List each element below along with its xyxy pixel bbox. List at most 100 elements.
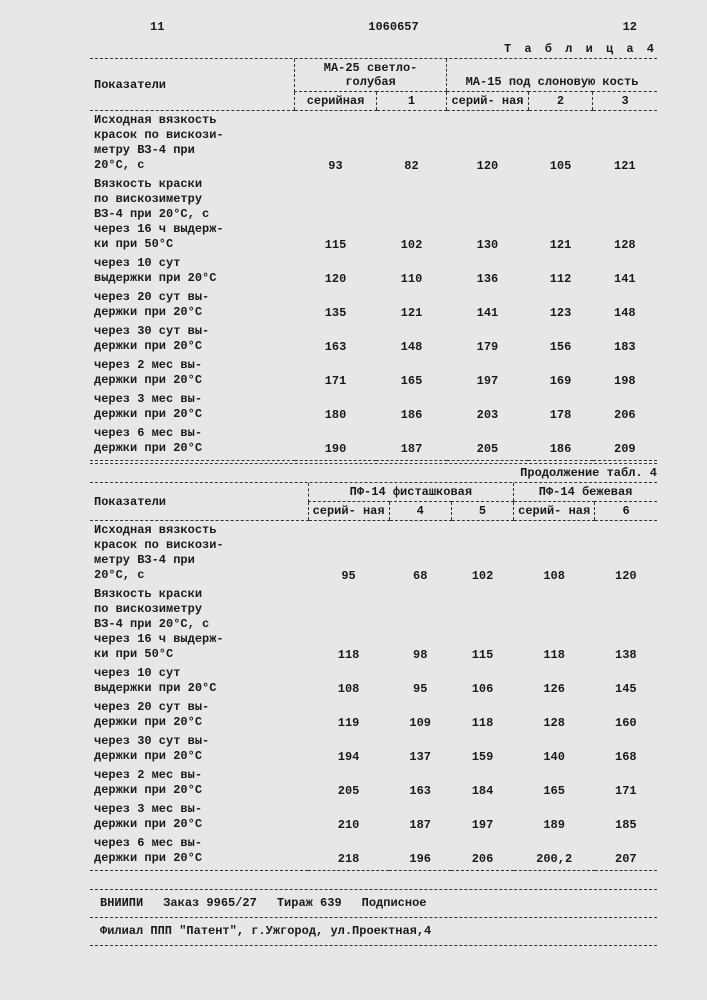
cell-value: 141 <box>447 288 529 322</box>
sub-2: 1 <box>376 92 446 111</box>
footer-tirazh: Тираж 639 <box>277 894 342 913</box>
col-group-2: МА-15 под слоновую кость <box>447 59 657 92</box>
table4b-title: Продолжение табл. 4 <box>90 463 657 483</box>
cell-value: 148 <box>376 322 446 356</box>
cell-value: 95 <box>389 664 451 698</box>
row-label: через 20 сут вы- держки при 20°С <box>90 698 308 732</box>
cell-value: 163 <box>389 766 451 800</box>
subb-3: 5 <box>451 502 513 521</box>
cell-value: 102 <box>376 175 446 254</box>
cell-value: 160 <box>595 698 657 732</box>
cell-value: 118 <box>514 585 595 664</box>
page-header: 11 1060657 12 <box>90 20 657 34</box>
cell-value: 115 <box>295 175 377 254</box>
cell-value: 145 <box>595 664 657 698</box>
cell-value: 186 <box>376 390 446 424</box>
cell-value: 82 <box>376 111 446 176</box>
cell-value: 108 <box>308 664 389 698</box>
cell-value: 183 <box>593 322 657 356</box>
row-label: Вязкость краски по вискозиметру ВЗ-4 при… <box>90 585 308 664</box>
cell-value: 140 <box>514 732 595 766</box>
table-row: через 2 мес вы- держки при 20°С205163184… <box>90 766 657 800</box>
table4-continued: Показатели ПФ-14 фисташковая ПФ-14 бежев… <box>90 483 657 871</box>
cell-value: 105 <box>528 111 592 176</box>
table-row: Исходная вязкость красок по вискози- мет… <box>90 111 657 176</box>
row-label: через 2 мес вы- держки при 20°С <box>90 766 308 800</box>
row-label: через 30 сут вы- держки при 20°С <box>90 732 308 766</box>
cell-value: 137 <box>389 732 451 766</box>
row-label: через 20 сут вы- держки при 20°С <box>90 288 295 322</box>
row-label: Исходная вязкость красок по вискози- мет… <box>90 521 308 586</box>
cell-value: 187 <box>376 424 446 461</box>
cell-value: 198 <box>593 356 657 390</box>
table-row: через 10 сут выдержки при 20°С1201101361… <box>90 254 657 288</box>
cell-value: 200,2 <box>514 834 595 871</box>
cell-value: 203 <box>447 390 529 424</box>
cell-value: 190 <box>295 424 377 461</box>
cell-value: 106 <box>451 664 513 698</box>
cell-value: 206 <box>593 390 657 424</box>
footer-org: ВНИИПИ <box>100 894 143 913</box>
cell-value: 141 <box>593 254 657 288</box>
table4-title: Т а б л и ц а 4 <box>90 42 657 59</box>
cell-value: 171 <box>295 356 377 390</box>
col-group-1b: ПФ-14 фисташковая <box>308 483 514 502</box>
row-label: через 6 мес вы- держки при 20°С <box>90 424 295 461</box>
cell-value: 205 <box>308 766 389 800</box>
doc-number: 1060657 <box>368 20 418 34</box>
cell-value: 126 <box>514 664 595 698</box>
sub-3: серий- ная <box>447 92 529 111</box>
col-group-1: МА-25 светло-голубая <box>295 59 447 92</box>
table-row: через 3 мес вы- держки при 20°С210187197… <box>90 800 657 834</box>
cell-value: 184 <box>451 766 513 800</box>
cell-value: 98 <box>389 585 451 664</box>
cell-value: 186 <box>528 424 592 461</box>
cell-value: 95 <box>308 521 389 586</box>
cell-value: 135 <box>295 288 377 322</box>
footer: ВНИИПИ Заказ 9965/27 Тираж 639 Подписное… <box>90 889 657 946</box>
cell-value: 120 <box>447 111 529 176</box>
cell-value: 148 <box>593 288 657 322</box>
cell-value: 93 <box>295 111 377 176</box>
footer-line1: ВНИИПИ Заказ 9965/27 Тираж 639 Подписное <box>90 889 657 918</box>
row-label: через 10 сут выдержки при 20°С <box>90 254 295 288</box>
cell-value: 109 <box>389 698 451 732</box>
sub-1: серийная <box>295 92 377 111</box>
cell-value: 130 <box>447 175 529 254</box>
table-row: через 30 сут вы- держки при 20°С19413715… <box>90 732 657 766</box>
row-label: через 3 мес вы- держки при 20°С <box>90 390 295 424</box>
page-num-left: 11 <box>150 20 164 34</box>
cell-value: 159 <box>451 732 513 766</box>
table-row: Вязкость краски по вискозиметру ВЗ-4 при… <box>90 585 657 664</box>
cell-value: 185 <box>595 800 657 834</box>
sub-4: 2 <box>528 92 592 111</box>
cell-value: 128 <box>514 698 595 732</box>
cell-value: 115 <box>451 585 513 664</box>
table4: Показатели МА-25 светло-голубая МА-15 по… <box>90 59 657 461</box>
cell-value: 180 <box>295 390 377 424</box>
row-label: через 30 сут вы- держки при 20°С <box>90 322 295 356</box>
cell-value: 120 <box>595 521 657 586</box>
cell-value: 108 <box>514 521 595 586</box>
cell-value: 136 <box>447 254 529 288</box>
cell-value: 206 <box>451 834 513 871</box>
table-row: через 2 мес вы- держки при 20°С171165197… <box>90 356 657 390</box>
table-row: через 3 мес вы- держки при 20°С180186203… <box>90 390 657 424</box>
row-label: через 3 мес вы- держки при 20°С <box>90 800 308 834</box>
cell-value: 118 <box>308 585 389 664</box>
cell-value: 118 <box>451 698 513 732</box>
cell-value: 110 <box>376 254 446 288</box>
cell-value: 194 <box>308 732 389 766</box>
cell-value: 168 <box>595 732 657 766</box>
row-label: Вязкость краски по вискозиметру ВЗ-4 при… <box>90 175 295 254</box>
cell-value: 123 <box>528 288 592 322</box>
table-row: через 20 сут вы- держки при 20°С11910911… <box>90 698 657 732</box>
table-row: через 20 сут вы- держки при 20°С13512114… <box>90 288 657 322</box>
table-row: через 30 сут вы- держки при 20°С16314817… <box>90 322 657 356</box>
cell-value: 209 <box>593 424 657 461</box>
cell-value: 165 <box>514 766 595 800</box>
footer-order: Заказ 9965/27 <box>163 894 257 913</box>
cell-value: 156 <box>528 322 592 356</box>
cell-value: 169 <box>528 356 592 390</box>
table-row: Исходная вязкость красок по вискози- мет… <box>90 521 657 586</box>
